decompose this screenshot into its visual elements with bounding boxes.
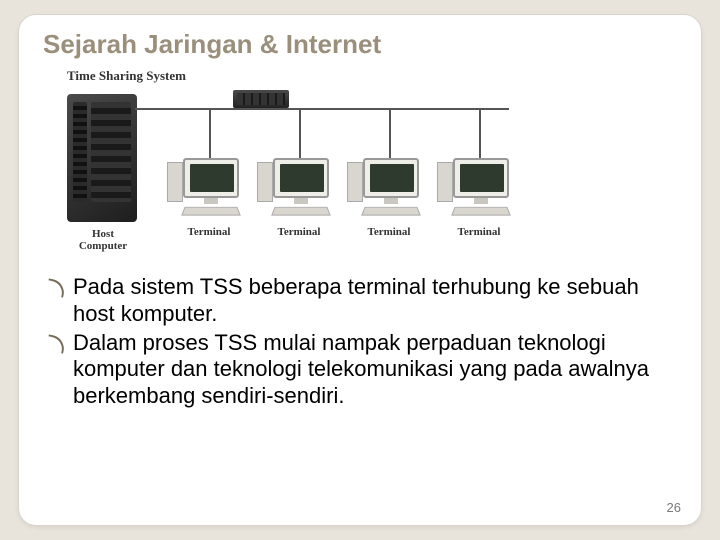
slide-title: Sejarah Jaringan & Internet <box>43 29 677 60</box>
bus-line <box>139 108 509 110</box>
terminal <box>447 158 515 216</box>
terminal <box>357 158 425 216</box>
terminal-label: Terminal <box>355 226 423 238</box>
drop-line <box>389 108 391 158</box>
drop-line <box>209 108 211 158</box>
bullet-item: Pada sistem TSS beberapa terminal terhub… <box>43 274 677 328</box>
terminal <box>177 158 245 216</box>
bullet-list: Pada sistem TSS beberapa terminal terhub… <box>43 274 677 410</box>
rack-device <box>233 90 289 108</box>
host-computer <box>67 94 145 224</box>
bullet-item: Dalam proses TSS mulai nampak perpaduan … <box>43 330 677 410</box>
drop-line <box>479 108 481 158</box>
diagram-title: Time Sharing System <box>67 68 186 84</box>
terminal-label: Terminal <box>445 226 513 238</box>
drop-line <box>299 108 301 158</box>
tss-diagram: Time Sharing System HostComputer <box>49 66 519 266</box>
host-label: HostComputer <box>63 228 143 252</box>
slide: Sejarah Jaringan & Internet Time Sharing… <box>18 14 702 526</box>
terminal-label: Terminal <box>265 226 333 238</box>
terminal-label: Terminal <box>175 226 243 238</box>
page-number: 26 <box>667 500 681 515</box>
terminal <box>267 158 335 216</box>
host-connector <box>135 108 143 110</box>
